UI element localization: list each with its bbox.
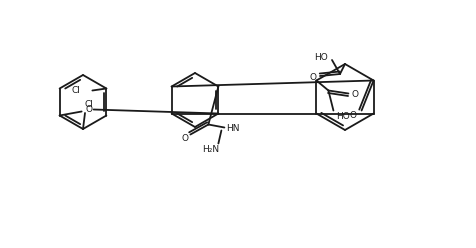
Text: O: O: [349, 111, 356, 120]
Text: Cl: Cl: [85, 100, 94, 109]
Text: O: O: [85, 105, 92, 114]
Text: O: O: [181, 134, 188, 143]
Text: O: O: [309, 72, 317, 82]
Text: H₂N: H₂N: [201, 145, 218, 154]
Text: Cl: Cl: [71, 86, 80, 95]
Text: HN: HN: [225, 124, 238, 133]
Text: HO: HO: [336, 112, 349, 121]
Text: O: O: [351, 90, 357, 99]
Text: HO: HO: [314, 53, 327, 62]
